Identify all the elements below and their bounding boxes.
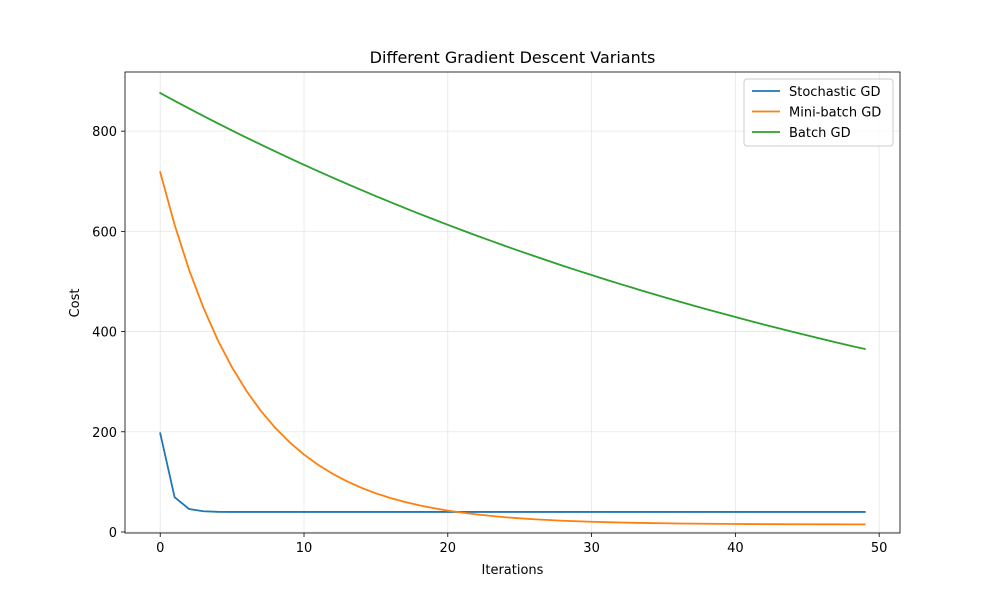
series-lines bbox=[159, 91, 866, 526]
axis-ticks: 0 10 20 30 40 50 0 200 400 600 800 bbox=[92, 125, 887, 556]
series-line-mini-batch-gd bbox=[159, 171, 866, 526]
y-tick-label: 0 bbox=[109, 526, 117, 541]
plot-frame bbox=[124, 71, 901, 534]
y-tick-label: 400 bbox=[92, 326, 117, 341]
x-tick-label: 0 bbox=[156, 541, 164, 556]
series-line-batch-gd bbox=[159, 91, 866, 351]
y-tick-label: 200 bbox=[92, 426, 117, 441]
legend-label-batch-gd: Batch GD bbox=[789, 126, 851, 141]
legend-label-stochastic-gd: Stochastic GD bbox=[789, 85, 881, 100]
series-line-stochastic-gd bbox=[159, 432, 866, 513]
y-axis-label: Cost bbox=[68, 289, 83, 318]
x-tick-label: 20 bbox=[440, 541, 457, 556]
x-tick-label: 10 bbox=[296, 541, 313, 556]
legend-label-mini-batch-gd: Mini-batch GD bbox=[789, 106, 881, 121]
x-tick-label: 30 bbox=[583, 541, 600, 556]
y-tick-label: 800 bbox=[92, 125, 117, 140]
x-tick-label: 50 bbox=[871, 541, 888, 556]
legend-box bbox=[743, 78, 894, 147]
legend: Stochastic GD Mini-batch GD Batch GD bbox=[743, 78, 894, 147]
chart-title: Different Gradient Descent Variants bbox=[370, 48, 656, 67]
x-tick-label: 40 bbox=[727, 541, 744, 556]
y-tick-label: 600 bbox=[92, 225, 117, 240]
x-axis-label: Iterations bbox=[482, 563, 544, 578]
